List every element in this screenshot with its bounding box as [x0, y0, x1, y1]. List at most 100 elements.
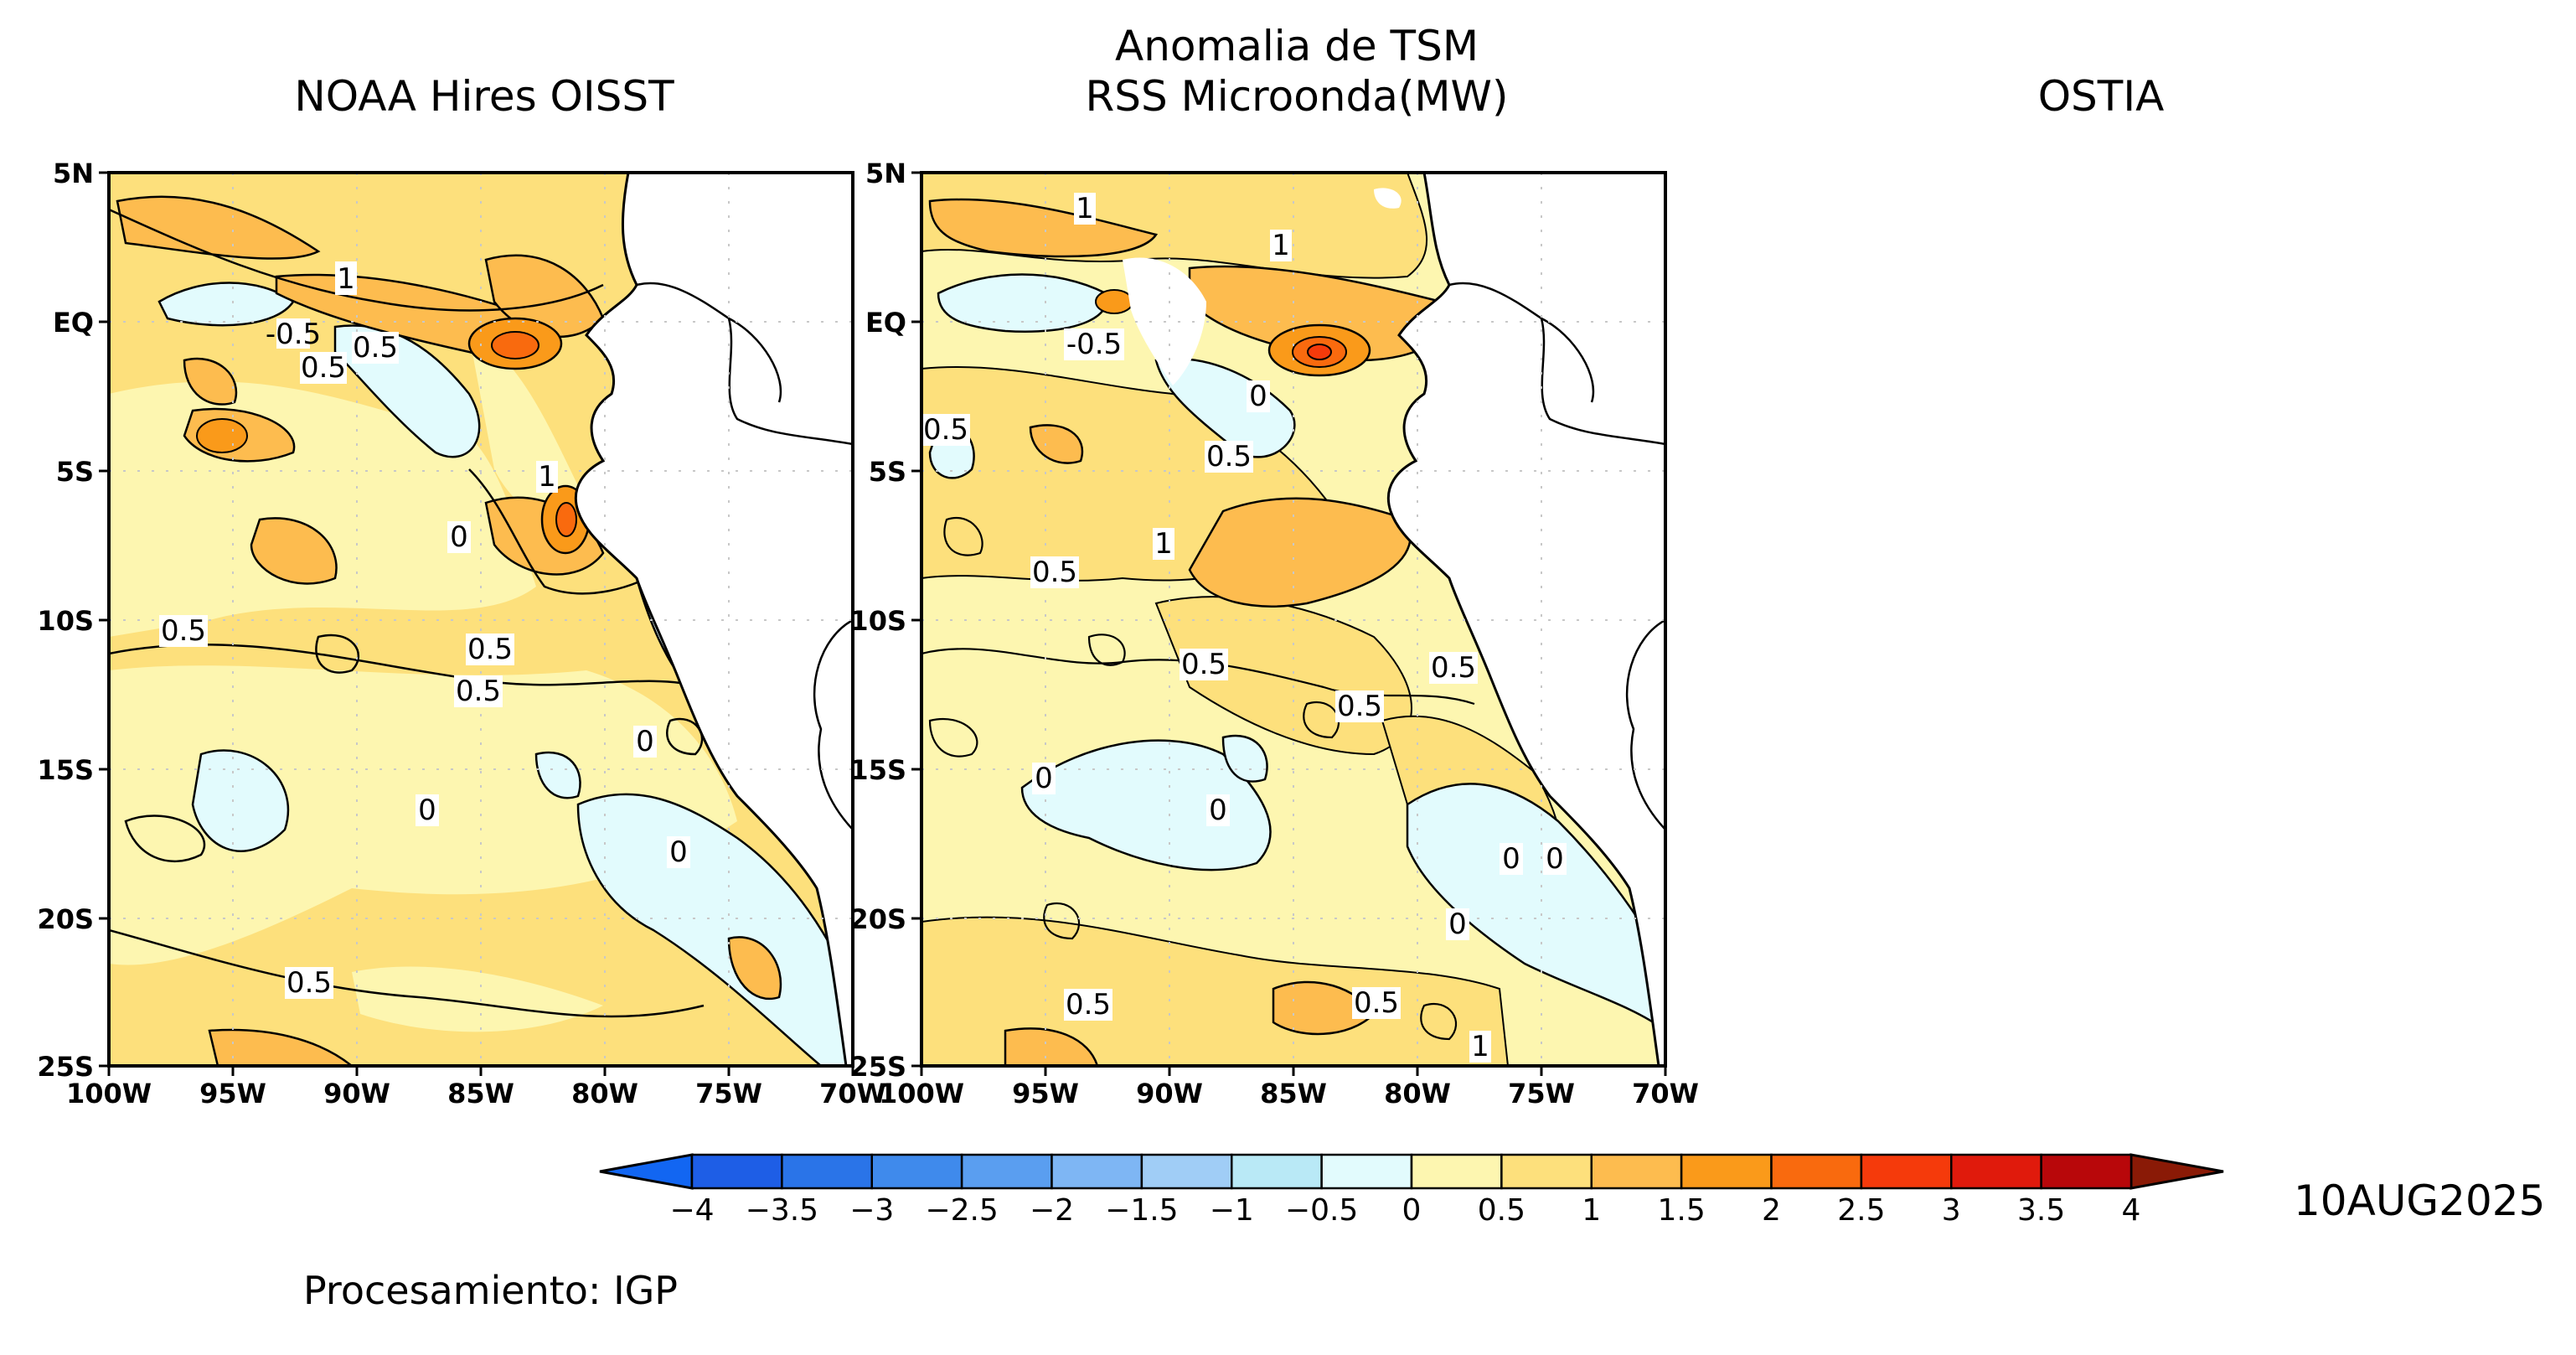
colorbar-swatch — [870, 1153, 963, 1190]
svg-text:70W: 70W — [819, 1078, 886, 1109]
svg-text:0: 0 — [669, 835, 688, 869]
colorbar-tick-label: −3.5 — [746, 1193, 818, 1228]
svg-text:0.5: 0.5 — [1431, 651, 1476, 685]
center-title-line1: Anomalia de TSM — [1115, 22, 1479, 70]
colorbar-tick-label: 2.5 — [1837, 1193, 1885, 1228]
colorbar-tick-label: −4 — [669, 1193, 714, 1228]
colorbar-tick-label: −2.5 — [925, 1193, 998, 1228]
svg-text:0.5: 0.5 — [1354, 986, 1399, 1020]
svg-text:25S: 25S — [37, 1051, 94, 1083]
svg-text:EQ: EQ — [53, 307, 94, 339]
right-cool-zones — [928, 273, 1665, 1032]
svg-text:0.5: 0.5 — [467, 633, 513, 666]
svg-text:0: 0 — [1209, 794, 1227, 827]
colorbar-tick-label: −0.5 — [1285, 1193, 1358, 1228]
colorbar-tick-label: 0 — [1402, 1193, 1422, 1228]
svg-text:100W: 100W — [879, 1078, 964, 1109]
right-map-panel: 1 1 -0.5 0 0.5 0.5 1 0.5 0.5 0.5 0.5 0 0… — [849, 158, 1698, 1109]
date-label: 10AUG2025 — [2294, 1177, 2545, 1225]
colorbar-under-arrow — [599, 1153, 694, 1190]
right-grid — [921, 173, 1665, 1066]
svg-text:95W: 95W — [199, 1078, 266, 1109]
colorbar-swatch — [690, 1153, 783, 1190]
left-map-panel: 1 0.5 0.5 -0.5 0 1 0.5 0.5 0.5 0 0 0 0.5 — [37, 158, 885, 1109]
colorbar-tick-label: −2 — [1030, 1193, 1074, 1228]
svg-text:5S: 5S — [869, 456, 906, 488]
right-land-south-america — [1386, 173, 1665, 1066]
right-country-borders — [1448, 282, 1665, 830]
right-panel-title: OSTIA — [2038, 72, 2165, 121]
colorbar-swatch — [1410, 1153, 1503, 1190]
left-panel-title: NOAA Hires OISST — [294, 72, 674, 121]
svg-text:1: 1 — [538, 460, 556, 494]
svg-text:1: 1 — [1076, 192, 1094, 225]
svg-text:100W: 100W — [66, 1078, 152, 1109]
colorbar-tick-label: 1.5 — [1657, 1193, 1705, 1228]
colorbar-swatch — [1231, 1153, 1323, 1190]
svg-text:80W: 80W — [571, 1078, 638, 1109]
colorbar-swatch — [781, 1153, 873, 1190]
right-lon-labels: 100W 95W 90W 85W 80W 75W 70W — [879, 1078, 1699, 1109]
svg-text:1: 1 — [1154, 527, 1173, 561]
svg-text:95W: 95W — [1012, 1078, 1079, 1109]
svg-text:0.5: 0.5 — [456, 675, 501, 708]
colorbar-swatch — [1500, 1153, 1593, 1190]
svg-text:5N: 5N — [865, 158, 906, 189]
colorbar-tick-label: 0.5 — [1478, 1193, 1525, 1228]
svg-text:5N: 5N — [53, 158, 94, 189]
svg-text:0.5: 0.5 — [1337, 690, 1382, 723]
svg-text:25S: 25S — [849, 1051, 906, 1083]
colorbar-tick-label: 4 — [2122, 1193, 2141, 1228]
colorbar-swatch — [1860, 1153, 1953, 1190]
svg-text:10S: 10S — [37, 605, 94, 637]
svg-text:20S: 20S — [849, 903, 906, 935]
colorbar-swatch — [1680, 1153, 1773, 1190]
svg-text:90W: 90W — [1136, 1078, 1203, 1109]
svg-text:0: 0 — [1249, 380, 1267, 413]
colorbar-tick-label: −1.5 — [1105, 1193, 1178, 1228]
right-tick-marks — [911, 171, 1667, 1076]
svg-text:1: 1 — [1272, 229, 1290, 262]
svg-text:15S: 15S — [37, 754, 94, 786]
svg-text:0.5: 0.5 — [1032, 556, 1077, 589]
svg-text:0.5: 0.5 — [287, 966, 332, 1000]
svg-text:85W: 85W — [447, 1078, 514, 1109]
processing-credit: Procesamiento: IGP — [303, 1268, 678, 1313]
svg-text:85W: 85W — [1260, 1078, 1327, 1109]
svg-text:0.5: 0.5 — [301, 351, 346, 385]
left-country-borders — [636, 282, 853, 830]
svg-text:75W: 75W — [695, 1078, 762, 1109]
right-contour-labels: 1 1 -0.5 0 0.5 0.5 1 0.5 0.5 0.5 0.5 0 0… — [921, 192, 1567, 1063]
svg-text:0: 0 — [636, 725, 654, 758]
svg-text:1: 1 — [337, 262, 355, 296]
svg-text:EQ: EQ — [865, 307, 906, 339]
colorbar-swatch — [1590, 1153, 1683, 1190]
colorbar-tick-label: 3.5 — [2017, 1193, 2065, 1228]
colorbar-swatch — [2040, 1153, 2133, 1190]
colorbar-swatch — [1320, 1153, 1413, 1190]
left-land-south-america — [574, 173, 853, 1066]
svg-text:-0.5: -0.5 — [1066, 328, 1122, 361]
svg-text:0: 0 — [1448, 908, 1467, 941]
right-warm-zones — [928, 198, 1447, 1066]
svg-text:0: 0 — [1502, 842, 1520, 876]
colorbar-swatch — [960, 1153, 1053, 1190]
svg-text:0.5: 0.5 — [353, 331, 398, 365]
svg-text:0.5: 0.5 — [161, 614, 206, 648]
svg-text:5S: 5S — [56, 456, 94, 488]
svg-text:90W: 90W — [323, 1078, 390, 1109]
right-lat-labels: 5N EQ 5S 10S 15S 20S 25S — [849, 158, 906, 1083]
colorbar-over-arrow — [2129, 1153, 2224, 1190]
svg-text:0: 0 — [450, 520, 468, 554]
left-lon-labels: 100W 95W 90W 85W 80W 75W 70W — [66, 1078, 886, 1109]
left-tick-marks — [99, 171, 854, 1076]
colorbar-tick-label: 2 — [1762, 1193, 1781, 1228]
colorbar-swatch — [1051, 1153, 1143, 1190]
svg-text:20S: 20S — [37, 903, 94, 935]
svg-text:0: 0 — [1546, 842, 1564, 876]
svg-text:-0.5: -0.5 — [266, 318, 321, 351]
svg-text:15S: 15S — [849, 754, 906, 786]
svg-text:0: 0 — [418, 794, 436, 827]
colorbar-tick-label: 1 — [1582, 1193, 1601, 1228]
